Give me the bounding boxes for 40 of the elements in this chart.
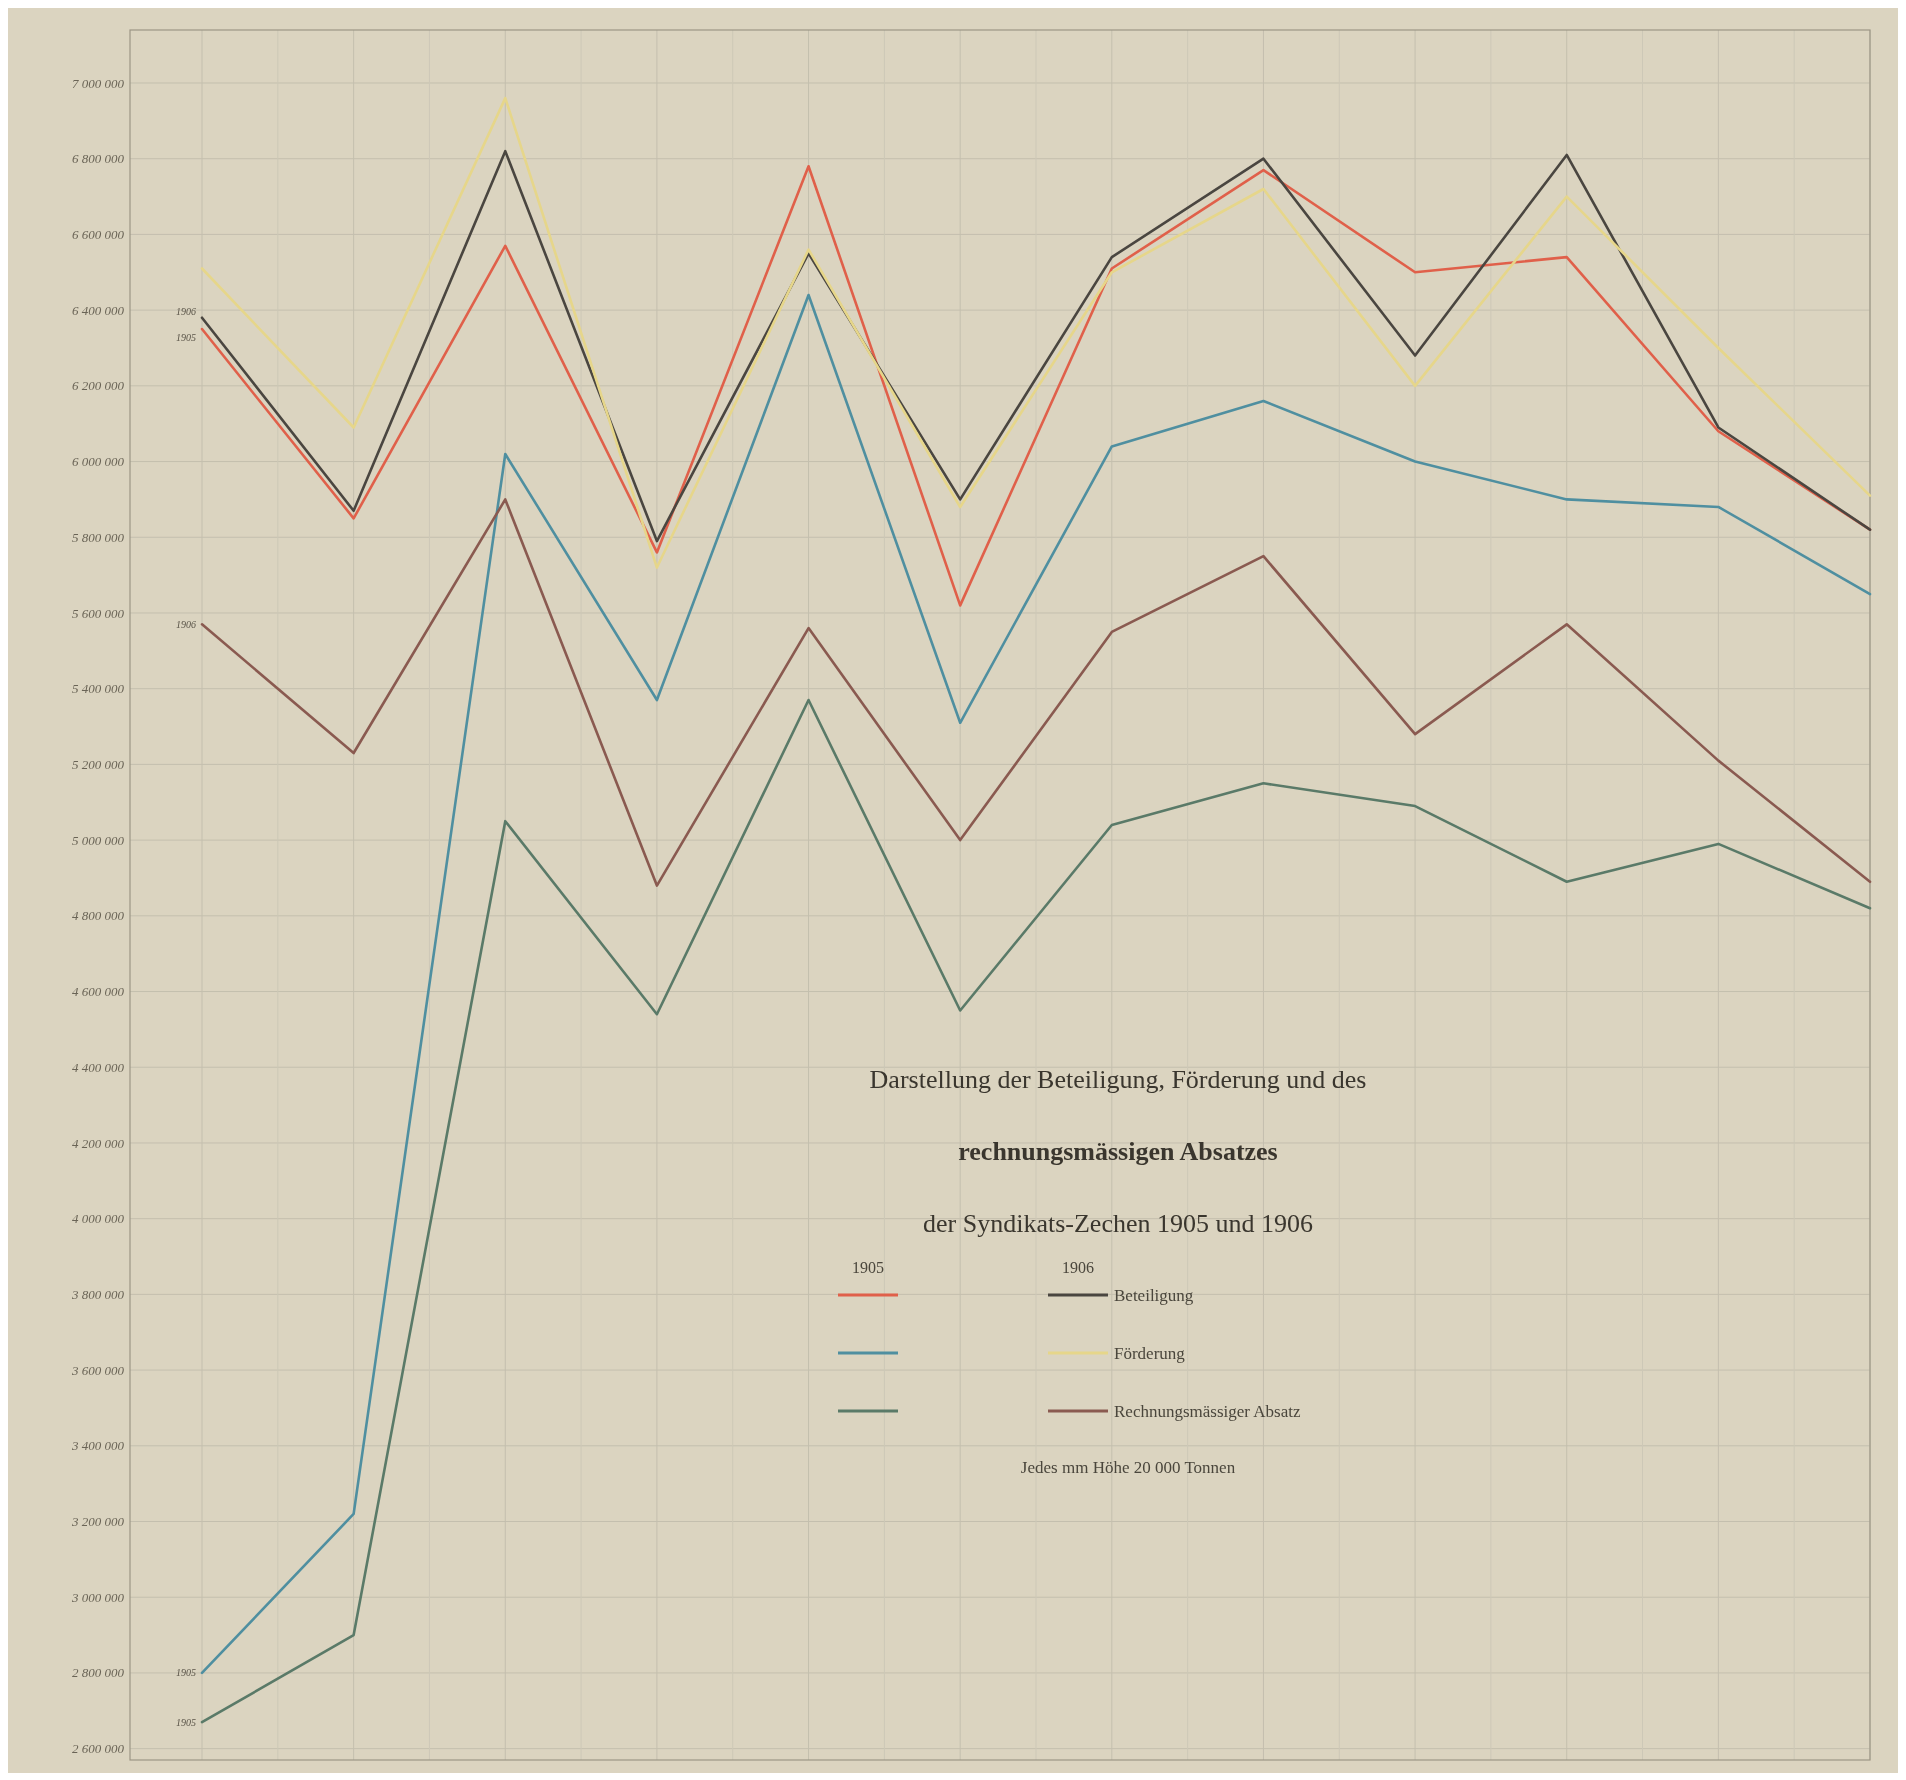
line-series bbox=[200, 293, 1872, 1675]
line-series bbox=[200, 498, 1872, 887]
chart-title: Darstellung der Beteiligung, Förderung und des rechnungsmässigen Absatzes der Syndikats-Zechen 1905 und 1906 bbox=[869, 1065, 1367, 1238]
annotation: 1906 bbox=[176, 618, 196, 630]
y-tick-label: 6 200 000 bbox=[72, 378, 125, 394]
y-tick-label: 3 400 000 bbox=[71, 1438, 125, 1454]
y-tick-label: 5 400 000 bbox=[72, 681, 125, 697]
y-tick-label: 4 200 000 bbox=[72, 1135, 125, 1151]
y-tick-label: 7 000 000 bbox=[72, 75, 125, 91]
y-tick-label: 4 400 000 bbox=[72, 1059, 125, 1075]
legend-label: Beteiligung bbox=[1114, 1285, 1194, 1305]
line-series bbox=[200, 698, 1872, 1724]
y-tick-label: 6 600 000 bbox=[72, 226, 125, 242]
annotation: 1905 bbox=[176, 331, 196, 343]
annotation: 1905 bbox=[176, 1667, 196, 1679]
annotation: 1906 bbox=[1062, 1259, 1094, 1276]
annotation: 1906 bbox=[176, 306, 196, 318]
y-tick-label: 3 200 000 bbox=[71, 1514, 125, 1530]
y-tick-label: 6 400 000 bbox=[72, 302, 125, 318]
y-tick-label: 6 800 000 bbox=[72, 151, 125, 167]
y-tick-label: 5 600 000 bbox=[72, 605, 125, 621]
annotation: 1905 bbox=[176, 1716, 196, 1728]
y-tick-label: 2 600 000 bbox=[72, 1741, 125, 1757]
y-tick-label: 5 000 000 bbox=[72, 832, 125, 848]
y-tick-label: 4 600 000 bbox=[72, 984, 125, 1000]
y-tick-label: 3 800 000 bbox=[71, 1286, 125, 1302]
line-series bbox=[200, 96, 1872, 569]
y-tick-label: 4 000 000 bbox=[72, 1211, 125, 1227]
legend-label: Förderung bbox=[1114, 1343, 1186, 1363]
y-tick-label: 3 600 000 bbox=[71, 1362, 125, 1378]
legend-label: Rechnungsmässiger Absatz bbox=[1114, 1401, 1301, 1421]
y-tick-label: 2 800 000 bbox=[72, 1665, 125, 1681]
y-tick-label: 5 200 000 bbox=[72, 756, 125, 772]
line-series bbox=[200, 149, 1872, 543]
y-tick-label: 4 800 000 bbox=[72, 908, 125, 924]
annotation: Jedes mm Höhe 20 000 Tonnen bbox=[1020, 1458, 1236, 1477]
annotation: 1905 bbox=[852, 1259, 884, 1276]
y-tick-label: 3 000 000 bbox=[71, 1589, 125, 1605]
y-tick-label: 6 000 000 bbox=[72, 454, 125, 470]
y-tick-label: 5 800 000 bbox=[72, 529, 125, 545]
